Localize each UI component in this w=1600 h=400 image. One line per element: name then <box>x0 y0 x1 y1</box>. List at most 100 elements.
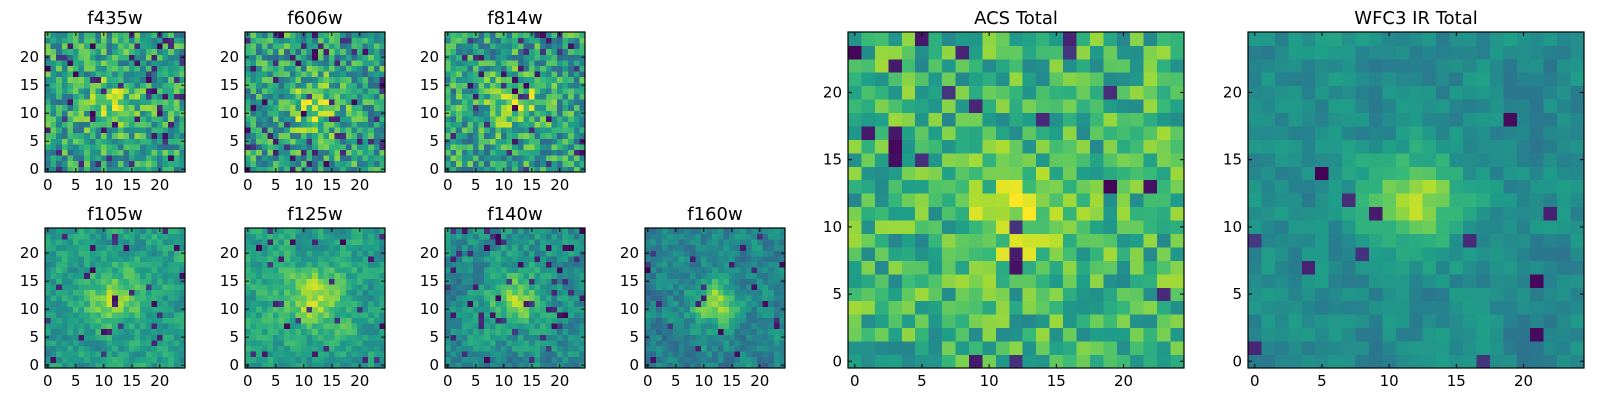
heatmap-cell <box>306 138 313 145</box>
heatmap-cell <box>362 328 369 335</box>
heatmap-cell <box>345 132 352 139</box>
heatmap-cell <box>157 345 163 352</box>
heatmap-cell <box>329 334 335 341</box>
heatmap-cell <box>495 32 502 38</box>
heatmap-cell <box>329 239 335 246</box>
heatmap-cell <box>157 256 163 262</box>
heatmap-cell <box>768 356 775 363</box>
heatmap-cell <box>289 121 296 128</box>
heatmap-cell <box>56 261 63 268</box>
heatmap-cell <box>915 193 930 208</box>
heatmap-cell <box>134 256 141 262</box>
heatmap-cell <box>334 121 341 128</box>
heatmap-cell <box>261 82 268 89</box>
heatmap-cell <box>78 99 85 106</box>
heatmap-cell <box>1009 247 1024 261</box>
heatmap-cell <box>982 233 997 248</box>
heatmap-cell <box>512 334 519 341</box>
heatmap-cell <box>317 121 324 128</box>
heatmap-cell <box>695 351 702 358</box>
heatmap-cell <box>117 306 124 313</box>
heatmap-cell <box>340 345 347 352</box>
heatmap-cell <box>534 110 541 117</box>
heatmap-cell <box>506 166 513 173</box>
heatmap-cell <box>379 37 386 44</box>
heatmap-cell <box>151 99 158 106</box>
heatmap-cell <box>345 284 352 290</box>
heatmap-cell <box>323 82 330 89</box>
heatmap-cells <box>848 32 1185 369</box>
heatmap-cell <box>995 260 1010 275</box>
heatmap-cell <box>95 267 102 274</box>
heatmap-cell <box>306 345 313 352</box>
heatmap-cell <box>928 193 943 208</box>
heatmap-cell <box>306 37 313 44</box>
heatmap-cell <box>134 228 141 234</box>
heatmap-cell <box>1116 179 1131 194</box>
heatmap-cell <box>261 239 268 246</box>
heatmap-cell <box>489 37 496 44</box>
heatmap-cell <box>323 155 330 162</box>
heatmap-cell <box>351 256 358 262</box>
heatmap-cell <box>717 244 724 251</box>
heatmap-cell <box>379 127 386 134</box>
heatmap-cell <box>562 334 569 341</box>
heatmap-cell <box>506 127 513 134</box>
heatmap-cell <box>284 340 291 346</box>
heatmap-cell <box>67 54 74 61</box>
heatmap-cell <box>162 88 169 94</box>
heatmap-cell <box>745 289 752 296</box>
heatmap-cell <box>712 334 719 341</box>
heatmap-cell <box>106 323 113 330</box>
heatmap-cell <box>295 88 302 94</box>
heatmap-cell <box>551 362 558 369</box>
heatmap-cell <box>173 328 180 335</box>
heatmap-cell <box>861 327 876 342</box>
heatmap-cell <box>151 138 158 145</box>
heatmap-cell <box>61 99 68 106</box>
heatmap-cell <box>301 244 307 251</box>
heatmap-cell <box>467 300 474 307</box>
heatmap-cell <box>134 149 141 156</box>
y-tick-label: 20 <box>220 48 239 66</box>
heatmap-cell <box>289 93 296 100</box>
heatmap-cell <box>278 256 285 262</box>
heatmap-cell <box>506 99 513 106</box>
heatmap-cell <box>678 345 685 352</box>
heatmap-cell <box>295 149 302 156</box>
heatmap-cell <box>250 32 257 38</box>
heatmap-cell <box>157 76 163 83</box>
heatmap-cell <box>456 93 463 100</box>
heatmap-cell <box>645 356 651 363</box>
heatmap-cell <box>306 132 313 139</box>
heatmap-cell <box>489 82 496 89</box>
heatmap-cell <box>512 88 519 94</box>
heatmap-cell <box>151 76 158 83</box>
heatmap-cell <box>256 160 263 167</box>
heatmap-cell <box>461 323 468 330</box>
heatmap-cell <box>661 278 668 285</box>
heatmap-cell <box>278 104 285 111</box>
heatmap-cell <box>45 289 51 296</box>
heatmap-cell <box>751 323 758 330</box>
heatmap-cell <box>573 261 580 268</box>
heatmap-cell <box>117 60 124 66</box>
heatmap-cell <box>45 48 51 55</box>
heatmap-cell <box>751 272 758 279</box>
heatmap-cell <box>678 261 685 268</box>
heatmap-cell <box>368 233 375 240</box>
heatmap-cell <box>551 317 558 324</box>
heatmap-cell <box>645 328 651 335</box>
heatmap-cell <box>50 239 57 246</box>
heatmap-cell <box>78 71 85 78</box>
heatmap-cell <box>157 289 163 296</box>
heatmap-cell <box>323 32 330 38</box>
heatmap-cell <box>295 289 302 296</box>
heatmap-cell <box>968 287 983 302</box>
heatmap-cell <box>1103 287 1118 302</box>
heatmap-cell <box>261 340 268 346</box>
heatmap-cell <box>168 160 175 167</box>
heatmap-cell <box>373 132 380 139</box>
heatmap-cell <box>289 312 296 318</box>
heatmap-cell <box>301 345 307 352</box>
